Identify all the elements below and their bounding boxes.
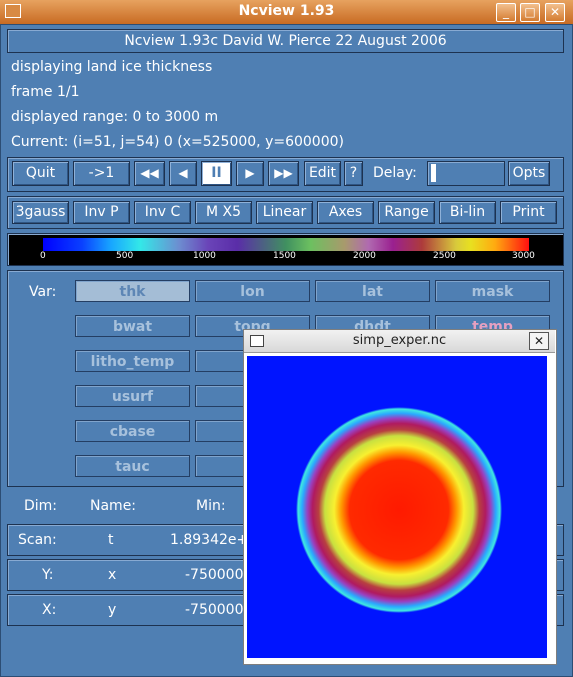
- fast-forward-icon[interactable]: ▶▶: [268, 161, 299, 186]
- var-mask[interactable]: mask: [435, 280, 550, 302]
- dim-y-min: -750000: [185, 567, 244, 583]
- option-axes[interactable]: Axes: [317, 201, 374, 224]
- option-inv-c[interactable]: Inv C: [134, 201, 191, 224]
- var-cbase[interactable]: cbase: [75, 420, 190, 442]
- step-forward-icon[interactable]: ▶: [236, 161, 264, 186]
- rewind-icon[interactable]: ◀◀: [134, 161, 165, 186]
- ice-thickness-plot[interactable]: [247, 356, 547, 658]
- option-print[interactable]: Print: [500, 201, 557, 224]
- name-header: Name:: [90, 498, 137, 514]
- opts-button[interactable]: Opts: [508, 161, 550, 186]
- dim-y-label: Y:: [42, 567, 54, 583]
- colorbar-tick: 1500: [273, 251, 296, 261]
- option-range[interactable]: Range: [378, 201, 435, 224]
- info-description: displaying land ice thickness: [11, 59, 213, 75]
- quit-button[interactable]: Quit: [12, 161, 69, 186]
- delay-label: Delay:: [373, 165, 417, 181]
- delay-slider[interactable]: [427, 161, 505, 186]
- dim-scan-min: 1.89342e+1: [170, 532, 258, 548]
- window-menu-icon[interactable]: [5, 4, 21, 18]
- var-label: Var:: [29, 284, 57, 300]
- ice-thickness-image: [296, 407, 502, 613]
- dim-scan-name: t: [108, 532, 114, 548]
- colorbar-tick: 3000: [512, 251, 535, 261]
- colorbar-tick: 1000: [193, 251, 216, 261]
- var-thk[interactable]: thk: [75, 280, 190, 302]
- window-title: Ncview 1.93: [238, 3, 335, 19]
- window-titlebar: Ncview 1.93 _ □ ✕: [0, 0, 573, 25]
- dim-y-name: x: [108, 567, 117, 583]
- option-linear[interactable]: Linear: [256, 201, 313, 224]
- minimize-button[interactable]: _: [496, 3, 516, 22]
- banner-text: Ncview 1.93c David W. Pierce 22 August 2…: [124, 33, 447, 49]
- dim-x-min: -750000: [185, 602, 244, 618]
- var-litho-temp[interactable]: litho_temp: [75, 350, 190, 372]
- info-frame: frame 1/1: [11, 84, 80, 100]
- maximize-button[interactable]: □: [520, 3, 540, 22]
- edit-button[interactable]: Edit: [304, 161, 341, 186]
- var-lon[interactable]: lon: [195, 280, 310, 302]
- option-magnify[interactable]: M X5: [195, 201, 252, 224]
- controls-panel: [7, 157, 564, 192]
- plot-window-titlebar: simp_exper.nc ✕: [244, 330, 555, 353]
- step-back-icon[interactable]: ◀: [169, 161, 197, 186]
- plot-window-menu-icon[interactable]: [250, 335, 264, 347]
- delay-slider-thumb[interactable]: [431, 164, 436, 182]
- colorbar: [43, 238, 529, 251]
- var-tauc[interactable]: tauc: [75, 455, 190, 477]
- var-usurf[interactable]: usurf: [75, 385, 190, 407]
- info-range: displayed range: 0 to 3000 m: [11, 109, 219, 125]
- colorbar-tick: 2000: [353, 251, 376, 261]
- option-inv-p[interactable]: Inv P: [73, 201, 130, 224]
- colorbar-tick: 0: [40, 251, 46, 261]
- option-bilin[interactable]: Bi-lin: [439, 201, 496, 224]
- colorbar-tick: 2500: [433, 251, 456, 261]
- plot-window-title: simp_exper.nc: [352, 333, 447, 348]
- reset-frame-button[interactable]: ->1: [73, 161, 130, 186]
- banner-box: Ncview 1.93c David W. Pierce 22 August 2…: [7, 29, 564, 53]
- var-lat[interactable]: lat: [315, 280, 430, 302]
- dim-header: Dim:: [24, 498, 58, 514]
- dim-scan-label: Scan:: [18, 532, 57, 548]
- var-bwat[interactable]: bwat: [75, 315, 190, 337]
- dim-x-label: X:: [42, 602, 57, 618]
- option-3gauss[interactable]: 3gauss: [12, 201, 69, 224]
- pause-icon[interactable]: II: [201, 161, 232, 186]
- plot-window-close-icon[interactable]: ✕: [529, 332, 549, 350]
- colorbar-tick: 500: [116, 251, 134, 261]
- info-current: Current: (i=51, j=54) 0 (x=525000, y=600…: [11, 134, 344, 150]
- dim-x-name: y: [108, 602, 117, 618]
- help-button[interactable]: ?: [344, 161, 363, 186]
- options-panel: [7, 196, 564, 229]
- min-header: Min:: [196, 498, 226, 514]
- close-button[interactable]: ✕: [545, 3, 565, 22]
